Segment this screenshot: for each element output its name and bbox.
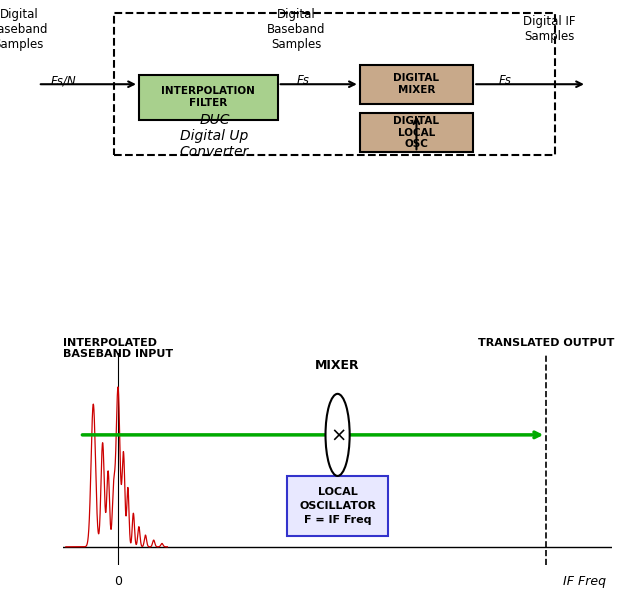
Text: Fs: Fs <box>297 74 309 87</box>
Text: DIGITAL
LOCAL
OSC: DIGITAL LOCAL OSC <box>394 116 439 150</box>
Text: TRANSLATED OUTPUT: TRANSLATED OUTPUT <box>478 338 615 348</box>
Text: DIGITAL
MIXER: DIGITAL MIXER <box>394 74 439 95</box>
Text: INTERPOLATED
BASEBAND INPUT: INTERPOLATED BASEBAND INPUT <box>63 338 174 359</box>
Text: Digital IF
Samples: Digital IF Samples <box>522 15 575 43</box>
Text: DUC
Digital Up
Converter: DUC Digital Up Converter <box>180 113 249 159</box>
FancyBboxPatch shape <box>360 113 473 152</box>
Circle shape <box>326 394 350 476</box>
Text: LOCAL
OSCILLATOR
F = IF Freq: LOCAL OSCILLATOR F = IF Freq <box>299 487 376 525</box>
Text: Fs: Fs <box>498 74 511 87</box>
Text: Digital
Baseband
Samples: Digital Baseband Samples <box>0 8 48 51</box>
Text: IF Freq: IF Freq <box>563 575 606 588</box>
Text: INTERPOLATION
FILTER: INTERPOLATION FILTER <box>162 87 255 108</box>
Text: Digital
Baseband
Samples: Digital Baseband Samples <box>268 8 326 51</box>
FancyBboxPatch shape <box>360 65 473 104</box>
FancyBboxPatch shape <box>287 476 388 535</box>
Text: 0: 0 <box>114 575 122 588</box>
Text: MIXER: MIXER <box>316 359 360 372</box>
FancyBboxPatch shape <box>139 75 278 120</box>
Text: Fs/N: Fs/N <box>50 74 76 87</box>
Text: $\times$: $\times$ <box>330 425 345 444</box>
